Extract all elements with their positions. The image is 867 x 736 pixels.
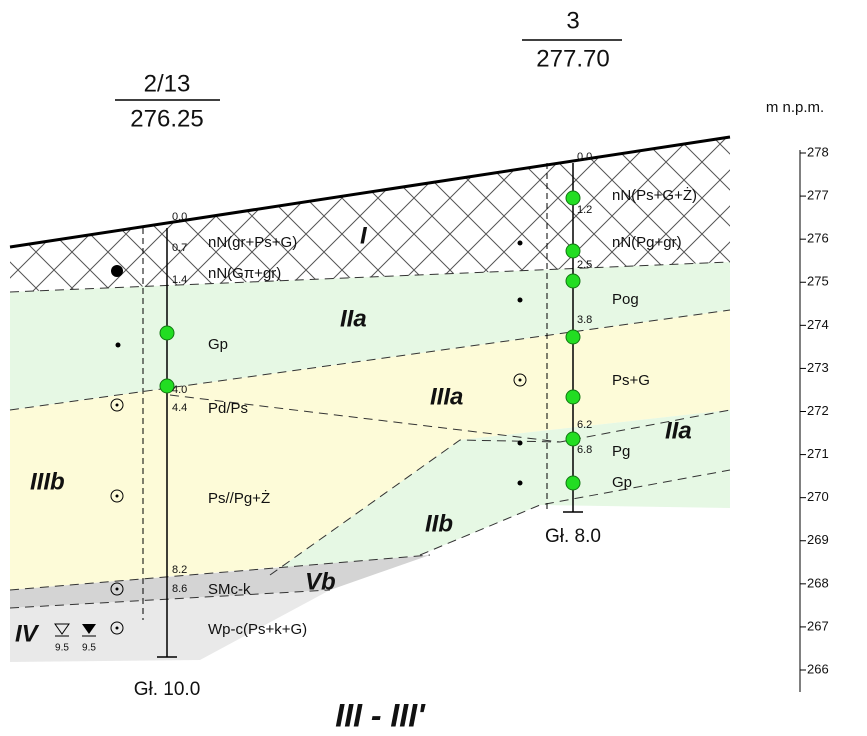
scale-tick-label: 274 bbox=[807, 317, 829, 332]
cross-section: m n.p.m. III - III' 278 277 276 275 274 273 27… bbox=[0, 0, 867, 736]
depth-label: 0.0 bbox=[577, 151, 592, 163]
borehole-name: 3 bbox=[566, 7, 579, 34]
scale-tick-label: 275 bbox=[807, 274, 829, 289]
water-level: 9.5 bbox=[82, 643, 96, 654]
depth-label: 0.0 bbox=[172, 211, 187, 223]
layer-label: Pog bbox=[612, 291, 639, 308]
layer-label: SMc-k bbox=[208, 581, 251, 598]
zone-label: IIa bbox=[340, 305, 367, 332]
borehole-depth: Gł. 8.0 bbox=[545, 526, 601, 547]
layer-label: Ps//Pg+Ż bbox=[208, 489, 270, 507]
depth-label: 6.2 bbox=[577, 419, 592, 431]
water-level: 9.5 bbox=[55, 643, 69, 654]
scale-tick-label: 270 bbox=[807, 489, 829, 504]
layer-label: Wp-c(Ps+k+G) bbox=[208, 621, 307, 638]
layer-label: Gp bbox=[612, 474, 632, 491]
borehole-elevation: 277.70 bbox=[536, 45, 609, 72]
section-title: III - III' bbox=[335, 697, 426, 733]
scale-tick-label: 272 bbox=[807, 403, 829, 418]
layer-label: nN(Gπ+gr) bbox=[208, 265, 281, 282]
depth-label: 8.6 bbox=[172, 583, 187, 595]
depth-label: 1.4 bbox=[172, 274, 187, 286]
zone-label: IV bbox=[15, 620, 40, 647]
layer-label: Ps+G bbox=[612, 372, 650, 389]
depth-label: 8.2 bbox=[172, 564, 187, 576]
depth-label: 1.2 bbox=[577, 204, 592, 216]
zone-label: IIb bbox=[425, 510, 453, 537]
zone-label: IIa bbox=[665, 417, 692, 444]
layer-label: Pd/Ps bbox=[208, 400, 248, 417]
scale-tick-label: 269 bbox=[807, 532, 829, 547]
scale-tick-label: 266 bbox=[807, 661, 829, 676]
scale-tick-label: 268 bbox=[807, 575, 829, 590]
scale-tick-label: 271 bbox=[807, 446, 829, 461]
layer-label: nN(gr+Ps+G) bbox=[208, 234, 297, 251]
depth-label: 4.4 bbox=[172, 402, 187, 414]
scale-tick-label: 273 bbox=[807, 360, 829, 375]
scale-tick-label: 276 bbox=[807, 231, 829, 246]
borehole-elevation: 276.25 bbox=[130, 105, 203, 132]
depth-label: 3.8 bbox=[577, 314, 592, 326]
layer-label: Gp bbox=[208, 336, 228, 353]
depth-label: 0.7 bbox=[172, 242, 187, 254]
scale-tick-label: 278 bbox=[807, 144, 829, 159]
layer-label: nN(Ps+G+Ż) bbox=[612, 186, 697, 204]
borehole-name: 2/13 bbox=[144, 70, 191, 97]
depth-label: 4.0 bbox=[172, 384, 187, 396]
zone-label: IIIb bbox=[30, 468, 65, 495]
scale-tick-label: 277 bbox=[807, 188, 829, 203]
borehole-depth: Gł. 10.0 bbox=[134, 679, 201, 700]
depth-label: 2.5 bbox=[577, 259, 592, 271]
zone-label: Vb bbox=[305, 568, 336, 595]
layer-label: nN(Pg+gr) bbox=[612, 234, 682, 251]
depth-label: 6.8 bbox=[577, 444, 592, 456]
layer-label: Pg bbox=[612, 443, 630, 460]
scale-label: m n.p.m. bbox=[766, 99, 824, 116]
zone-label: IIIa bbox=[430, 383, 463, 410]
scale-tick-label: 267 bbox=[807, 618, 829, 633]
